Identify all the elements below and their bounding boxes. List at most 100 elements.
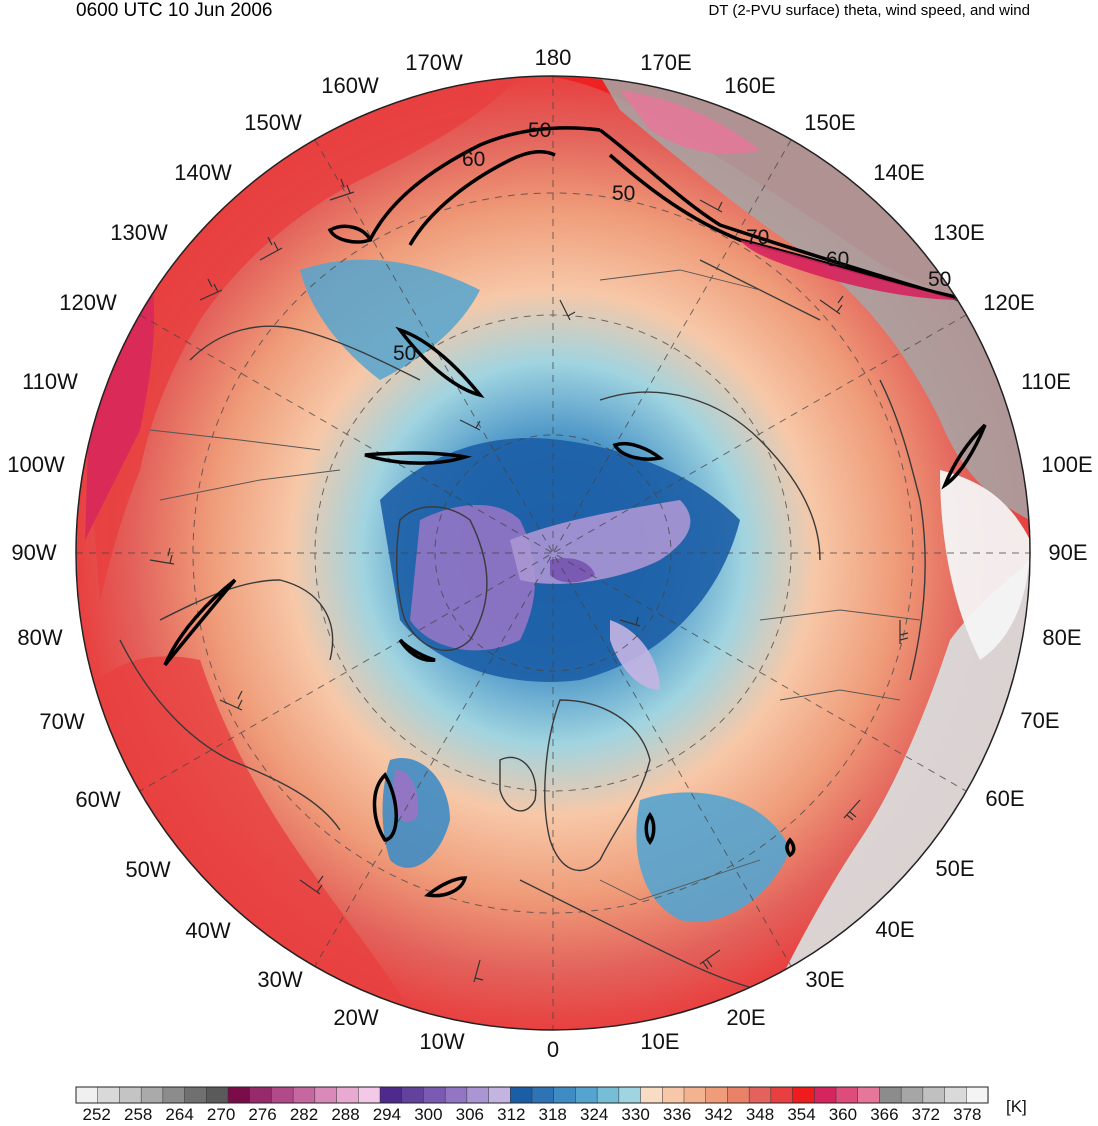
lon-label-60w: 60W — [75, 787, 120, 812]
map-border — [75, 75, 1031, 1031]
lon-label-30w: 30W — [257, 967, 302, 992]
lon-label-10w: 10W — [419, 1029, 464, 1054]
colorbar-swatch — [835, 1086, 859, 1104]
colorbar-swatch — [314, 1086, 338, 1104]
colorbar-tick-label: 300 — [414, 1105, 442, 1124]
colorbar-tick-label: 288 — [331, 1105, 359, 1124]
colorbar-swatch — [575, 1086, 598, 1104]
lon-label-140w: 140W — [174, 160, 232, 185]
lon-label-80e: 80E — [1042, 625, 1081, 650]
colorbar-swatch — [119, 1086, 142, 1104]
colorbar-tick-label: 378 — [953, 1105, 981, 1124]
colorbar-swatch — [292, 1086, 316, 1104]
colorbar-swatch — [922, 1086, 946, 1104]
lon-label-50w: 50W — [125, 857, 170, 882]
colorbar-swatch — [271, 1086, 294, 1104]
lon-label-80w: 80W — [17, 625, 62, 650]
lon-label-10e: 10E — [640, 1029, 679, 1054]
lon-label-40e: 40E — [875, 917, 914, 942]
colorbar-swatch — [553, 1086, 576, 1104]
colorbar-swatch — [618, 1086, 642, 1104]
lon-label-60e: 60E — [985, 786, 1024, 811]
colorbar-swatch — [705, 1086, 728, 1104]
lon-label-50e: 50E — [935, 856, 974, 881]
colorbar-swatch — [184, 1086, 207, 1104]
lon-label-170e: 170E — [640, 50, 691, 75]
valid-time-title: 0600 UTC 10 Jun 2006 — [76, 0, 273, 21]
colorbar-swatch — [814, 1086, 837, 1104]
colorbar-tick-label: 318 — [539, 1105, 567, 1124]
contour-label: 50 — [393, 342, 416, 365]
lon-label-120w: 120W — [59, 290, 117, 315]
lon-label-110e: 110E — [1021, 369, 1071, 394]
lon-label-70e: 70E — [1020, 708, 1059, 733]
lon-label-160e: 160E — [724, 73, 775, 98]
lon-label-90w: 90W — [11, 540, 56, 565]
colorbar-tick-label: 360 — [829, 1105, 857, 1124]
jet-contours — [163, 126, 987, 898]
lon-label-100w: 100W — [7, 452, 65, 477]
colorbar-tick-label: 336 — [663, 1105, 691, 1124]
colorbar-swatch — [466, 1086, 490, 1104]
colorbar-swatch — [510, 1086, 533, 1104]
colorbar-swatch — [531, 1086, 555, 1104]
contour-label: 60 — [462, 148, 485, 171]
colorbar-swatch — [944, 1086, 967, 1104]
colorbar-swatch — [727, 1086, 750, 1104]
colorbar-outline — [75, 1086, 989, 1104]
colorbar-tick-label: 306 — [456, 1105, 484, 1124]
lon-label-180: 180 — [535, 45, 572, 70]
lon-label-160w: 160W — [321, 73, 379, 98]
colorbar-tick-label: 276 — [248, 1105, 276, 1124]
colorbar-tick-label: 372 — [912, 1105, 940, 1124]
colorbar-swatch — [770, 1086, 794, 1104]
colorbar-swatch — [336, 1086, 359, 1104]
longitude-labels: 180 170E 160E 150E 140E 130E 120E 110E 1… — [7, 45, 1092, 1062]
colorbar-swatch — [358, 1086, 381, 1104]
country-borders — [149, 269, 921, 901]
lon-label-130w: 130W — [110, 220, 168, 245]
lon-label-110w: 110W — [22, 369, 78, 394]
theta-stratosphere-grey — [600, 76, 1030, 1020]
colorbar-swatch — [401, 1086, 424, 1104]
lon-label-70w: 70W — [39, 709, 84, 734]
colorbar-swatch — [857, 1086, 880, 1104]
colorbar-units: [K] — [1006, 1097, 1027, 1116]
lon-label-140e: 140E — [873, 160, 924, 185]
colorbar-swatch — [249, 1086, 272, 1104]
colorbar-tick-label: 258 — [124, 1105, 152, 1124]
lon-label-150w: 150W — [244, 110, 302, 135]
lon-label-100e: 100E — [1041, 452, 1092, 477]
lon-label-40w: 40W — [185, 918, 230, 943]
colorbar-swatch — [97, 1086, 120, 1104]
lon-label-90e: 90E — [1048, 540, 1087, 565]
colorbar-tick-label: 264 — [165, 1105, 193, 1124]
colorbar-swatch — [879, 1086, 902, 1104]
lon-label-120e: 120E — [983, 290, 1034, 315]
colorbar-tick-label: 324 — [580, 1105, 608, 1124]
colorbar-swatch — [75, 1086, 99, 1104]
field-title: DT (2-PVU surface) theta, wind speed, an… — [708, 2, 1030, 19]
lon-label-170w: 170W — [405, 50, 463, 75]
colorbar-swatch — [206, 1086, 229, 1104]
coastlines — [119, 259, 926, 991]
contour-label: 50 — [928, 268, 951, 291]
theta-cold-core — [300, 259, 790, 922]
colorbar-swatch — [748, 1086, 772, 1104]
contour-label: 50 — [528, 119, 551, 142]
colorbar-swatch — [662, 1086, 685, 1104]
colorbar-swatch — [140, 1086, 164, 1104]
colorbar-tick-label: 270 — [207, 1105, 235, 1124]
colorbar-tick-label: 348 — [746, 1105, 774, 1124]
colorbar-swatch — [900, 1086, 924, 1104]
colorbar-swatch — [792, 1086, 815, 1104]
colorbar-tick-label: 330 — [621, 1105, 649, 1124]
colorbar-swatch — [423, 1086, 446, 1104]
colorbar: 252 258 264 270 276 282 288 294 300 306 312 318 324 3… — [75, 1086, 989, 1124]
lon-label-20w: 20W — [333, 1005, 378, 1030]
contour-label: 60 — [826, 248, 849, 271]
colorbar-tick-label: 354 — [787, 1105, 815, 1124]
colorbar-tick-label: 282 — [290, 1105, 318, 1124]
colorbar-tick-label: 342 — [704, 1105, 732, 1124]
